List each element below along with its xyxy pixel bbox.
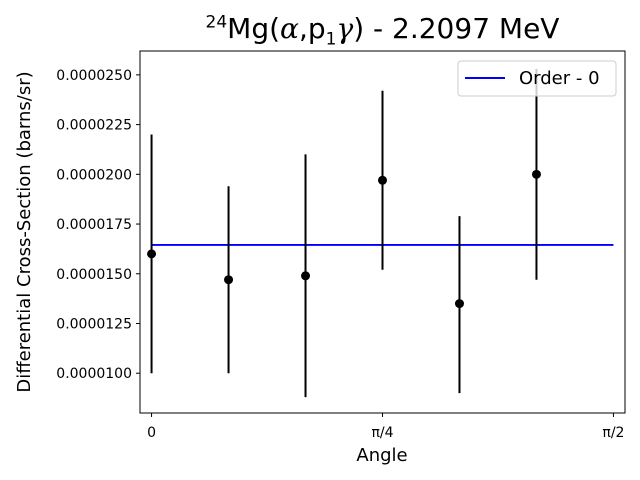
legend-label: Order - 0 [519,68,600,89]
data-point [301,271,311,281]
data-point [224,275,234,285]
y-tick-label: 0.0000225 [56,118,132,134]
title-element: Mg( [227,12,281,45]
y-tick-label: 0.0000125 [56,316,132,332]
x-tick-label: π/4 [371,425,393,441]
x-tick-label: 0 [147,425,156,441]
legend-frame [457,60,617,97]
x-tick-label: π/2 [602,425,624,441]
title-gamma: γ [336,12,354,45]
y-tick-label: 0.0000100 [56,366,132,382]
title-alpha: α [280,12,299,45]
title-proton: ,p [298,12,326,45]
title-energy: ) - 2.2097 MeV [353,12,560,45]
y-tick-label: 0.0000175 [56,217,132,233]
data-point [454,299,464,309]
y-axis-label: Differential Cross-Section (barns/sr) [14,71,35,392]
x-axis-label: Angle [356,445,407,466]
chart-title: 24Mg(α,p1γ) - 2.2097 MeV [140,12,625,50]
ticks-layer: 0 π/4 π/2 0.0000100 0.0000125 0.0000150 0.0000… [56,68,624,441]
legend: Order - 0 [457,60,617,97]
data-point [147,249,157,259]
title-mass-number: 24 [205,12,228,33]
y-tick-label: 0.0000150 [56,267,132,283]
data-point [378,175,387,185]
y-tick-label: 0.0000250 [56,68,132,84]
y-tick-label: 0.0000200 [56,167,132,183]
points-layer [147,68,541,398]
title-proton-index: 1 [325,29,337,50]
plot-frame [139,50,626,414]
data-point [531,169,541,179]
